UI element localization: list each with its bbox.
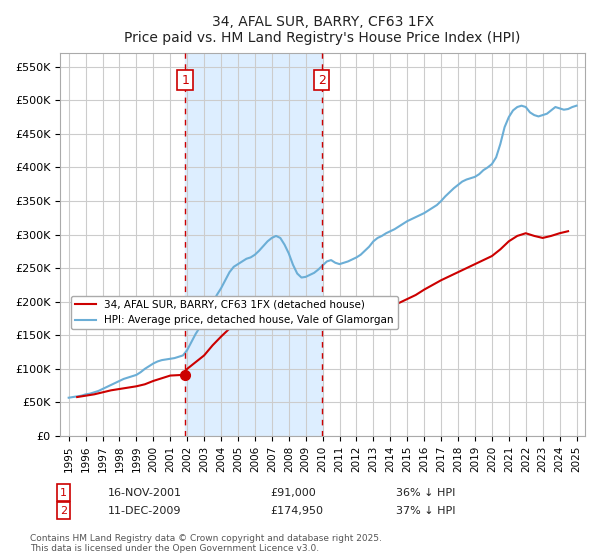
Text: 16-NOV-2001: 16-NOV-2001 <box>108 488 182 498</box>
Text: 2: 2 <box>60 506 67 516</box>
Legend: 34, AFAL SUR, BARRY, CF63 1FX (detached house), HPI: Average price, detached hou: 34, AFAL SUR, BARRY, CF63 1FX (detached … <box>71 296 398 329</box>
Text: 1: 1 <box>181 73 189 87</box>
Text: £174,950: £174,950 <box>270 506 323 516</box>
Text: 36% ↓ HPI: 36% ↓ HPI <box>396 488 455 498</box>
Bar <box>185 53 322 436</box>
Text: 11-DEC-2009: 11-DEC-2009 <box>108 506 182 516</box>
Text: 2: 2 <box>318 73 326 87</box>
Text: 37% ↓ HPI: 37% ↓ HPI <box>396 506 455 516</box>
Text: £91,000: £91,000 <box>270 488 316 498</box>
Title: 34, AFAL SUR, BARRY, CF63 1FX
Price paid vs. HM Land Registry's House Price Inde: 34, AFAL SUR, BARRY, CF63 1FX Price paid… <box>124 15 521 45</box>
Text: 1: 1 <box>60 488 67 498</box>
Text: Contains HM Land Registry data © Crown copyright and database right 2025.
This d: Contains HM Land Registry data © Crown c… <box>30 534 382 553</box>
